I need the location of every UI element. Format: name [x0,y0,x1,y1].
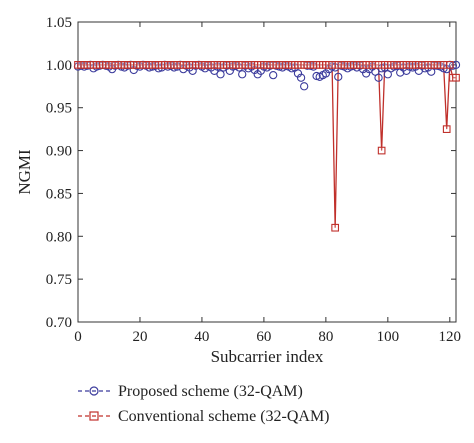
point-conventional [439,61,448,69]
point-proposed [451,60,461,70]
y-tick-label: 0.85 [46,186,72,202]
point-conventional [442,125,451,133]
y-axis-ticks: 0.70 0.75 0.80 0.85 0.90 0.95 1.00 1.05 [46,15,456,331]
point-proposed [300,82,309,91]
legend-marker-circle [89,386,99,396]
x-axis-title: Subcarrier index [211,347,324,366]
y-axis-title: NGMI [15,149,34,195]
legend-marker-square [89,411,99,421]
x-axis-ticks: 0 20 40 60 80 100 120 [74,22,461,345]
y-tick-label: 0.75 [46,272,72,288]
point-conventional [328,61,336,69]
series-layer [73,60,461,232]
point-proposed [296,73,306,82]
point-proposed [216,70,225,79]
point-conventional [374,61,383,69]
y-tick-label: 0.95 [46,101,72,117]
legend-item-conventional: Conventional scheme (32-QAM) [78,408,330,425]
y-tick-label: 0.80 [46,229,72,245]
x-tick-label: 100 [377,329,400,345]
point-conventional [445,61,454,69]
x-tick-label: 40 [194,329,209,345]
point-conventional [377,146,386,155]
point-proposed [238,70,247,79]
y-tick-label: 0.90 [46,144,72,160]
x-tick-label: 80 [318,329,333,345]
legend: Proposed scheme (32-QAM) Conventional sc… [78,383,330,425]
point-proposed [269,70,278,80]
x-tick-label: 0 [74,329,82,345]
point-proposed [334,72,343,82]
y-tick-label: 1.05 [46,15,72,31]
x-tick-label: 60 [256,329,271,345]
plot-frame [77,21,457,323]
y-tick-label: 1.00 [46,58,72,74]
legend-item-proposed: Proposed scheme (32-QAM) [78,383,303,400]
point-conventional [452,73,460,82]
legend-label-proposed: Proposed scheme (32-QAM) [118,383,303,400]
legend-label-conventional: Conventional scheme (32-QAM) [118,408,330,425]
series-line-conventional [78,64,456,228]
x-tick-label: 20 [132,329,147,345]
point-conventional [331,223,340,232]
point-proposed [374,73,383,82]
y-tick-label: 0.70 [46,315,72,331]
x-tick-label: 120 [439,329,462,345]
